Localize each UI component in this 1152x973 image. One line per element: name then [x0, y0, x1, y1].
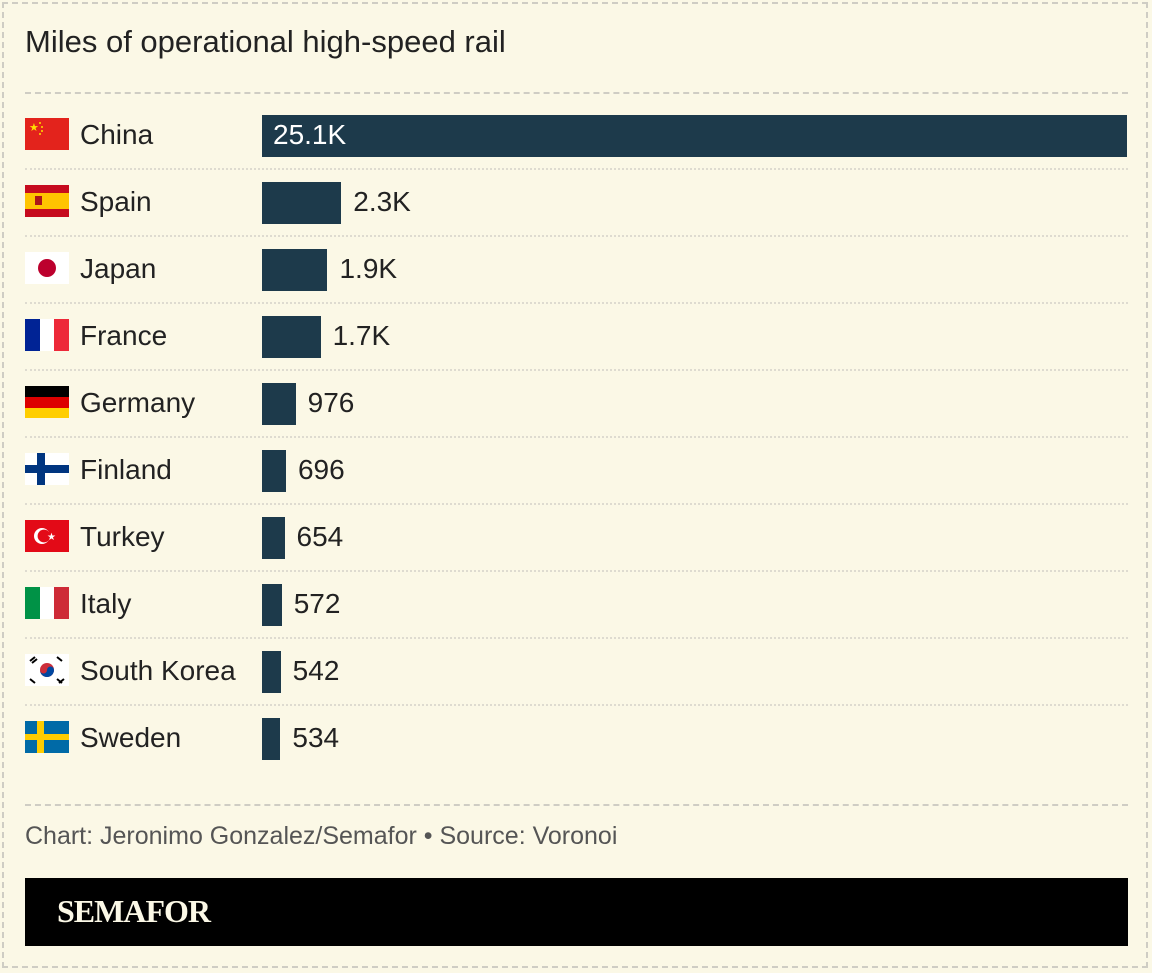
bar-row: ★ China 25.1K — [25, 103, 1128, 170]
bar-row: Finland 696 — [25, 438, 1128, 505]
sweden-flag-icon — [25, 721, 69, 753]
chart-title: Miles of operational high-speed rail — [25, 24, 506, 59]
data-label: 534 — [292, 722, 340, 753]
bar — [262, 316, 321, 358]
south-korea-flag-icon — [25, 654, 69, 686]
bar-row: Germany 976 — [25, 371, 1128, 438]
germany-flag-icon — [25, 386, 69, 418]
bar — [262, 651, 281, 693]
bar — [262, 450, 286, 492]
category-label: South Korea — [80, 655, 236, 686]
category-label: France — [80, 320, 168, 351]
data-label: 696 — [297, 454, 345, 485]
bar-row: Japan 1.9K — [25, 237, 1128, 304]
data-label: 2.3K — [353, 186, 411, 217]
data-label: 25.1K — [273, 119, 347, 150]
france-flag-icon — [25, 319, 69, 351]
turkey-flag-icon: ★ — [25, 520, 69, 552]
bar — [262, 718, 281, 760]
bar — [262, 182, 342, 224]
bar-row: France 1.7K — [25, 304, 1128, 371]
bar — [262, 584, 282, 626]
semafor-logo[interactable]: SEMAFOR — [57, 893, 211, 929]
bar-row: ★ Turkey 654 — [25, 505, 1128, 572]
italy-flag-icon — [25, 587, 69, 619]
category-label: Italy — [80, 588, 132, 619]
category-label: Turkey — [80, 521, 165, 552]
data-label: 1.9K — [339, 253, 398, 284]
bar-row: Sweden 534 — [25, 706, 1128, 773]
svg-text:★: ★ — [29, 122, 39, 134]
bar-rows: ★ China 25.1K Spain 2.3K Japan 1.9K Fran… — [25, 103, 1128, 773]
category-label: China — [80, 119, 154, 150]
brand-bar: SEMAFOR — [25, 878, 1128, 946]
category-label: Germany — [80, 387, 196, 418]
bar — [262, 383, 296, 425]
data-label: 654 — [296, 521, 344, 552]
spain-flag-icon — [25, 185, 69, 217]
bar-row: Italy 572 — [25, 572, 1128, 639]
category-label: Finland — [80, 454, 172, 485]
china-flag-icon: ★ — [25, 118, 69, 150]
category-label: Spain — [80, 186, 152, 217]
data-label: 976 — [307, 387, 355, 418]
data-label: 1.7K — [332, 320, 391, 351]
svg-text:★: ★ — [47, 532, 56, 543]
category-label: Japan — [80, 253, 157, 284]
finland-flag-icon — [25, 453, 69, 485]
bar — [262, 115, 1127, 157]
data-label: 572 — [293, 588, 341, 619]
bar — [262, 517, 285, 559]
bar-row: Spain 2.3K — [25, 170, 1128, 237]
japan-flag-icon — [25, 252, 69, 284]
category-label: Sweden — [80, 722, 182, 753]
bottom-divider — [25, 804, 1128, 806]
bar — [262, 249, 328, 291]
top-divider — [25, 92, 1128, 94]
data-label: 542 — [292, 655, 340, 686]
credit-text: Chart: Jeronimo Gonzalez/Semafor • Sourc… — [25, 822, 618, 850]
bar-row: South Korea 542 — [25, 639, 1128, 706]
